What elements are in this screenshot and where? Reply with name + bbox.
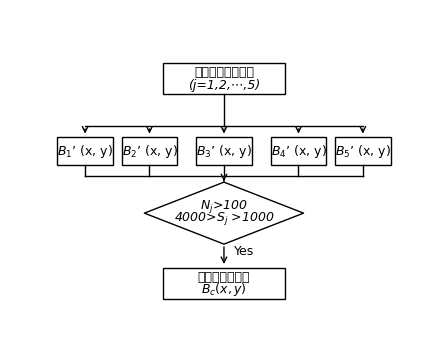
Bar xyxy=(163,268,285,299)
Text: 4000>$S_j$ >1000: 4000>$S_j$ >1000 xyxy=(173,210,274,227)
Text: $B_1$’ (x, y): $B_1$’ (x, y) xyxy=(57,143,113,160)
Text: $N_j$>100: $N_j$>100 xyxy=(200,198,248,215)
Bar xyxy=(163,63,285,94)
Text: Yes: Yes xyxy=(234,245,254,258)
Text: (j=1,2,⋯,5): (j=1,2,⋯,5) xyxy=(188,79,260,92)
Text: $B_5$’ (x, y): $B_5$’ (x, y) xyxy=(335,143,391,160)
Text: $B_c(x, y)$: $B_c(x, y)$ xyxy=(201,281,247,298)
Text: 细胞质二値图像: 细胞质二値图像 xyxy=(198,271,250,284)
Polygon shape xyxy=(144,182,304,244)
Text: $B_2$’ (x, y): $B_2$’ (x, y) xyxy=(121,143,177,160)
Bar xyxy=(335,137,391,165)
Text: 孔洞填充二値图像: 孔洞填充二値图像 xyxy=(194,66,254,79)
Text: $B_3$’ (x, y): $B_3$’ (x, y) xyxy=(196,143,252,160)
Bar xyxy=(57,137,113,165)
Bar xyxy=(121,137,177,165)
Text: $B_4$’ (x, y): $B_4$’ (x, y) xyxy=(271,143,326,160)
Bar xyxy=(271,137,326,165)
Bar xyxy=(196,137,252,165)
